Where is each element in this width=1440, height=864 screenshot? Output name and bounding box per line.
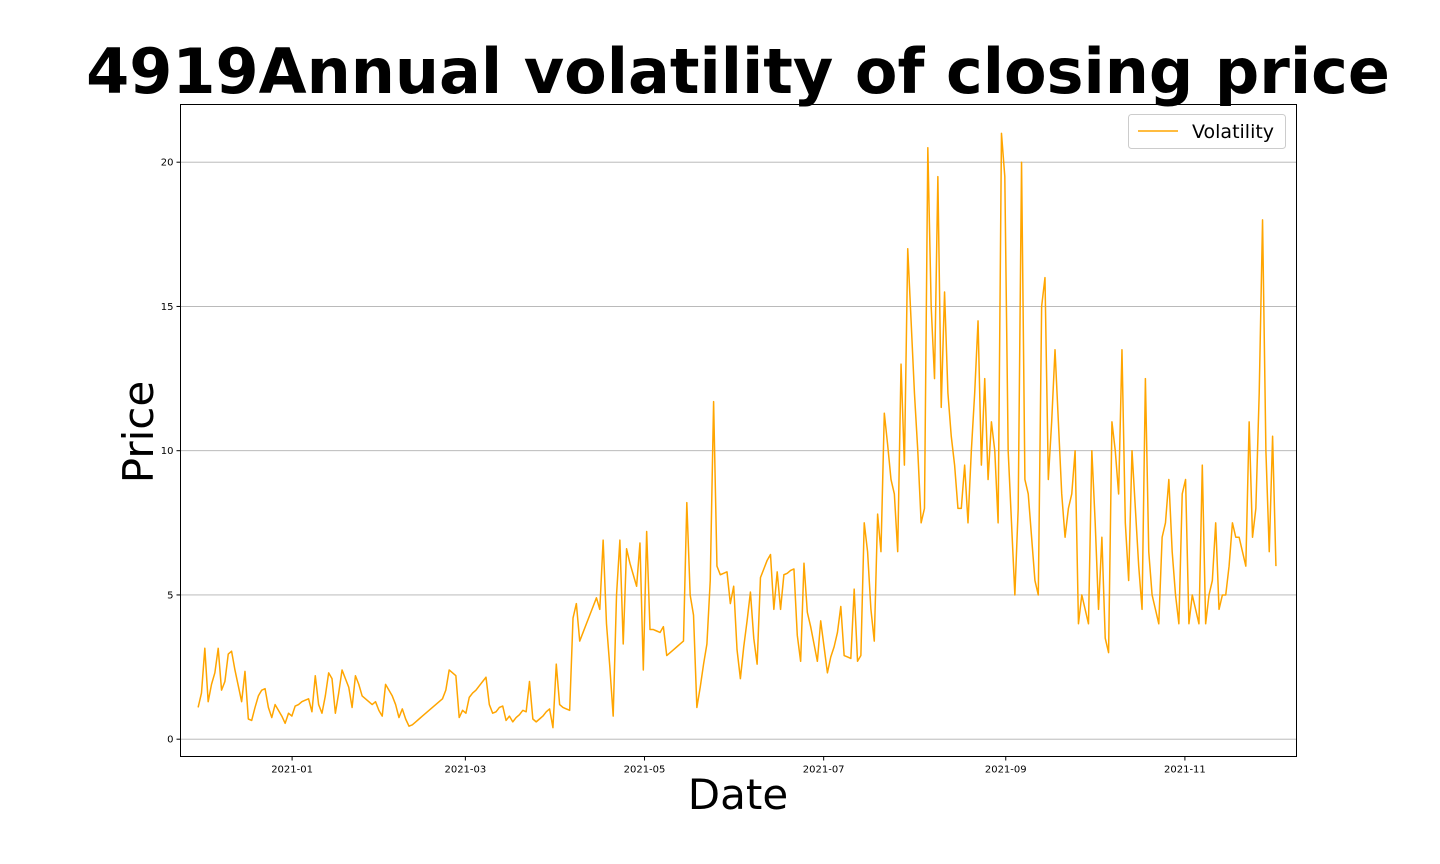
series-layer: [197, 132, 1277, 729]
x-tick-label-4: 2021-09: [985, 765, 1027, 776]
series-line-volatility: [197, 132, 1277, 729]
legend-label-volatility: Volatility: [1192, 121, 1274, 143]
grid-lines: [180, 161, 1297, 740]
x-tick-label-1: 2021-03: [444, 765, 486, 776]
y-tick-label-1: 5: [167, 590, 173, 601]
y-axis-ticks: 0 5 10 15 20: [161, 158, 181, 746]
legend: Volatility: [1128, 114, 1286, 149]
y-tick-label-0: 0: [167, 735, 173, 746]
x-axis-ticks: 2021-01 2021-03 2021-05 2021-07 2021-09 2021-…: [271, 756, 1206, 776]
y-tick-label-2: 10: [161, 446, 174, 457]
x-axis-label: Date: [688, 770, 788, 819]
x-tick-label-5: 2021-11: [1164, 765, 1206, 776]
plot-frame: [180, 104, 1297, 757]
x-tick-label-2: 2021-05: [624, 765, 666, 776]
x-tick-label-3: 2021-07: [803, 765, 845, 776]
y-tick-label-4: 20: [161, 158, 174, 169]
legend-box: [1128, 114, 1286, 149]
y-axis-label: Price: [114, 381, 163, 483]
chart-title: 4919Annual volatility of closing price: [86, 35, 1390, 108]
x-tick-label-0: 2021-01: [271, 765, 313, 776]
y-tick-label-3: 15: [161, 302, 174, 313]
